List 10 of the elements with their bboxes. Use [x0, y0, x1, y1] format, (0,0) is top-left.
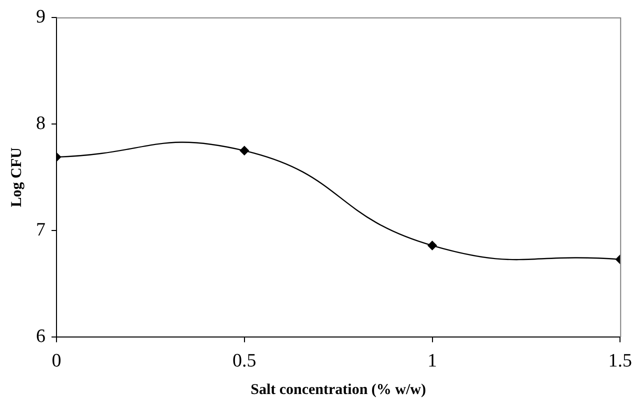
x-axis-title: Salt concentration (% w/w) [250, 382, 426, 398]
y-tick-label: 9 [36, 6, 46, 28]
x-tick-label: 0 [52, 350, 62, 372]
x-tick-label: 1 [428, 350, 437, 372]
x-tick-label: 0.5 [232, 350, 256, 372]
y-tick-label: 6 [36, 326, 46, 348]
y-tick-label: 7 [36, 220, 46, 241]
y-tick-label: 8 [36, 112, 46, 134]
x-tick-label: 1.5 [608, 350, 632, 372]
y-axis-title: Log CFU [8, 147, 25, 208]
